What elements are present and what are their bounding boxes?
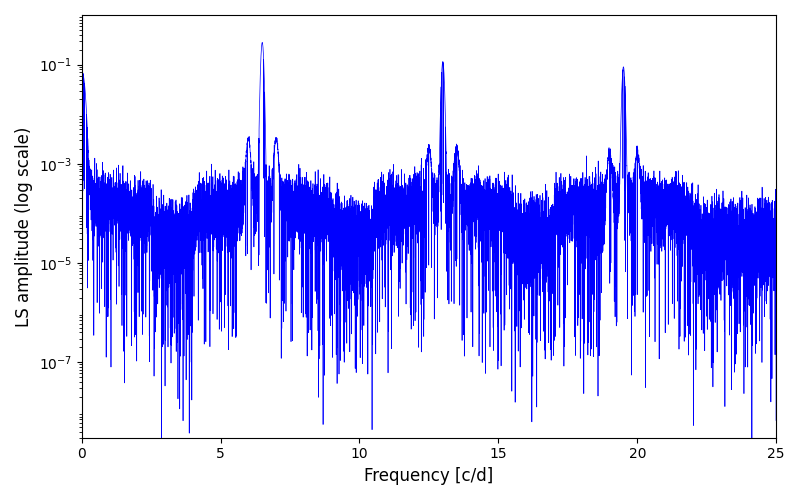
Y-axis label: LS amplitude (log scale): LS amplitude (log scale) (15, 126, 33, 326)
X-axis label: Frequency [c/d]: Frequency [c/d] (364, 467, 494, 485)
